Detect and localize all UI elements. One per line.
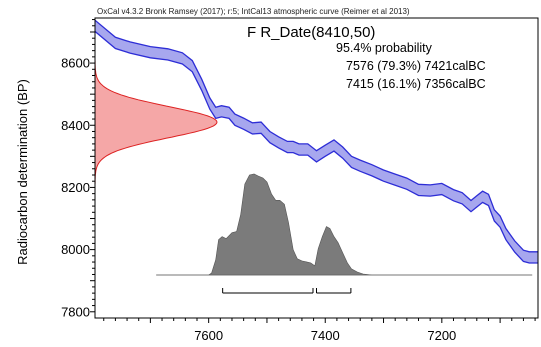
x-tick-label: 7400 [311, 328, 340, 343]
x-tick-label: 7200 [427, 328, 456, 343]
y-axis: 7800 8000 8200 8400 8600 [61, 19, 95, 319]
measurement-area [95, 60, 217, 185]
y-tick-label: 7800 [61, 304, 90, 319]
y-tick-label: 8600 [61, 56, 90, 71]
range-bracket-1 [222, 288, 314, 294]
chart-title: F R_Date(8410,50) [247, 24, 375, 41]
curve-upper-edge [95, 19, 538, 253]
y-tick-label: 8000 [61, 242, 90, 257]
range-bracket-2 [316, 288, 352, 294]
probability-heading: 95.4% probability [336, 41, 433, 55]
posterior-area [156, 173, 533, 276]
probability-range-2: 7415 (16.1%) 7356calBC [346, 77, 486, 91]
x-tick-label: 7600 [194, 328, 223, 343]
probability-range-brackets [222, 288, 352, 294]
x-axis: 7600 7400 7200 [103, 318, 536, 343]
measurement-distribution [94, 59, 218, 185]
measurement-outline [94, 59, 218, 185]
software-header: OxCal v4.3.2 Bronk Ramsey (2017); r:5; I… [97, 7, 410, 16]
plot-frame [94, 17, 539, 319]
y-axis-label: Radiocarbon determination (BP) [15, 79, 30, 265]
curve-lower-edge [95, 30, 538, 264]
probability-range-1: 7576 (79.3%) 7421calBC [346, 59, 486, 73]
calibration-curve [95, 19, 538, 264]
y-tick-label: 8400 [61, 118, 90, 133]
y-tick-label: 8200 [61, 180, 90, 195]
posterior-distribution [156, 173, 533, 276]
